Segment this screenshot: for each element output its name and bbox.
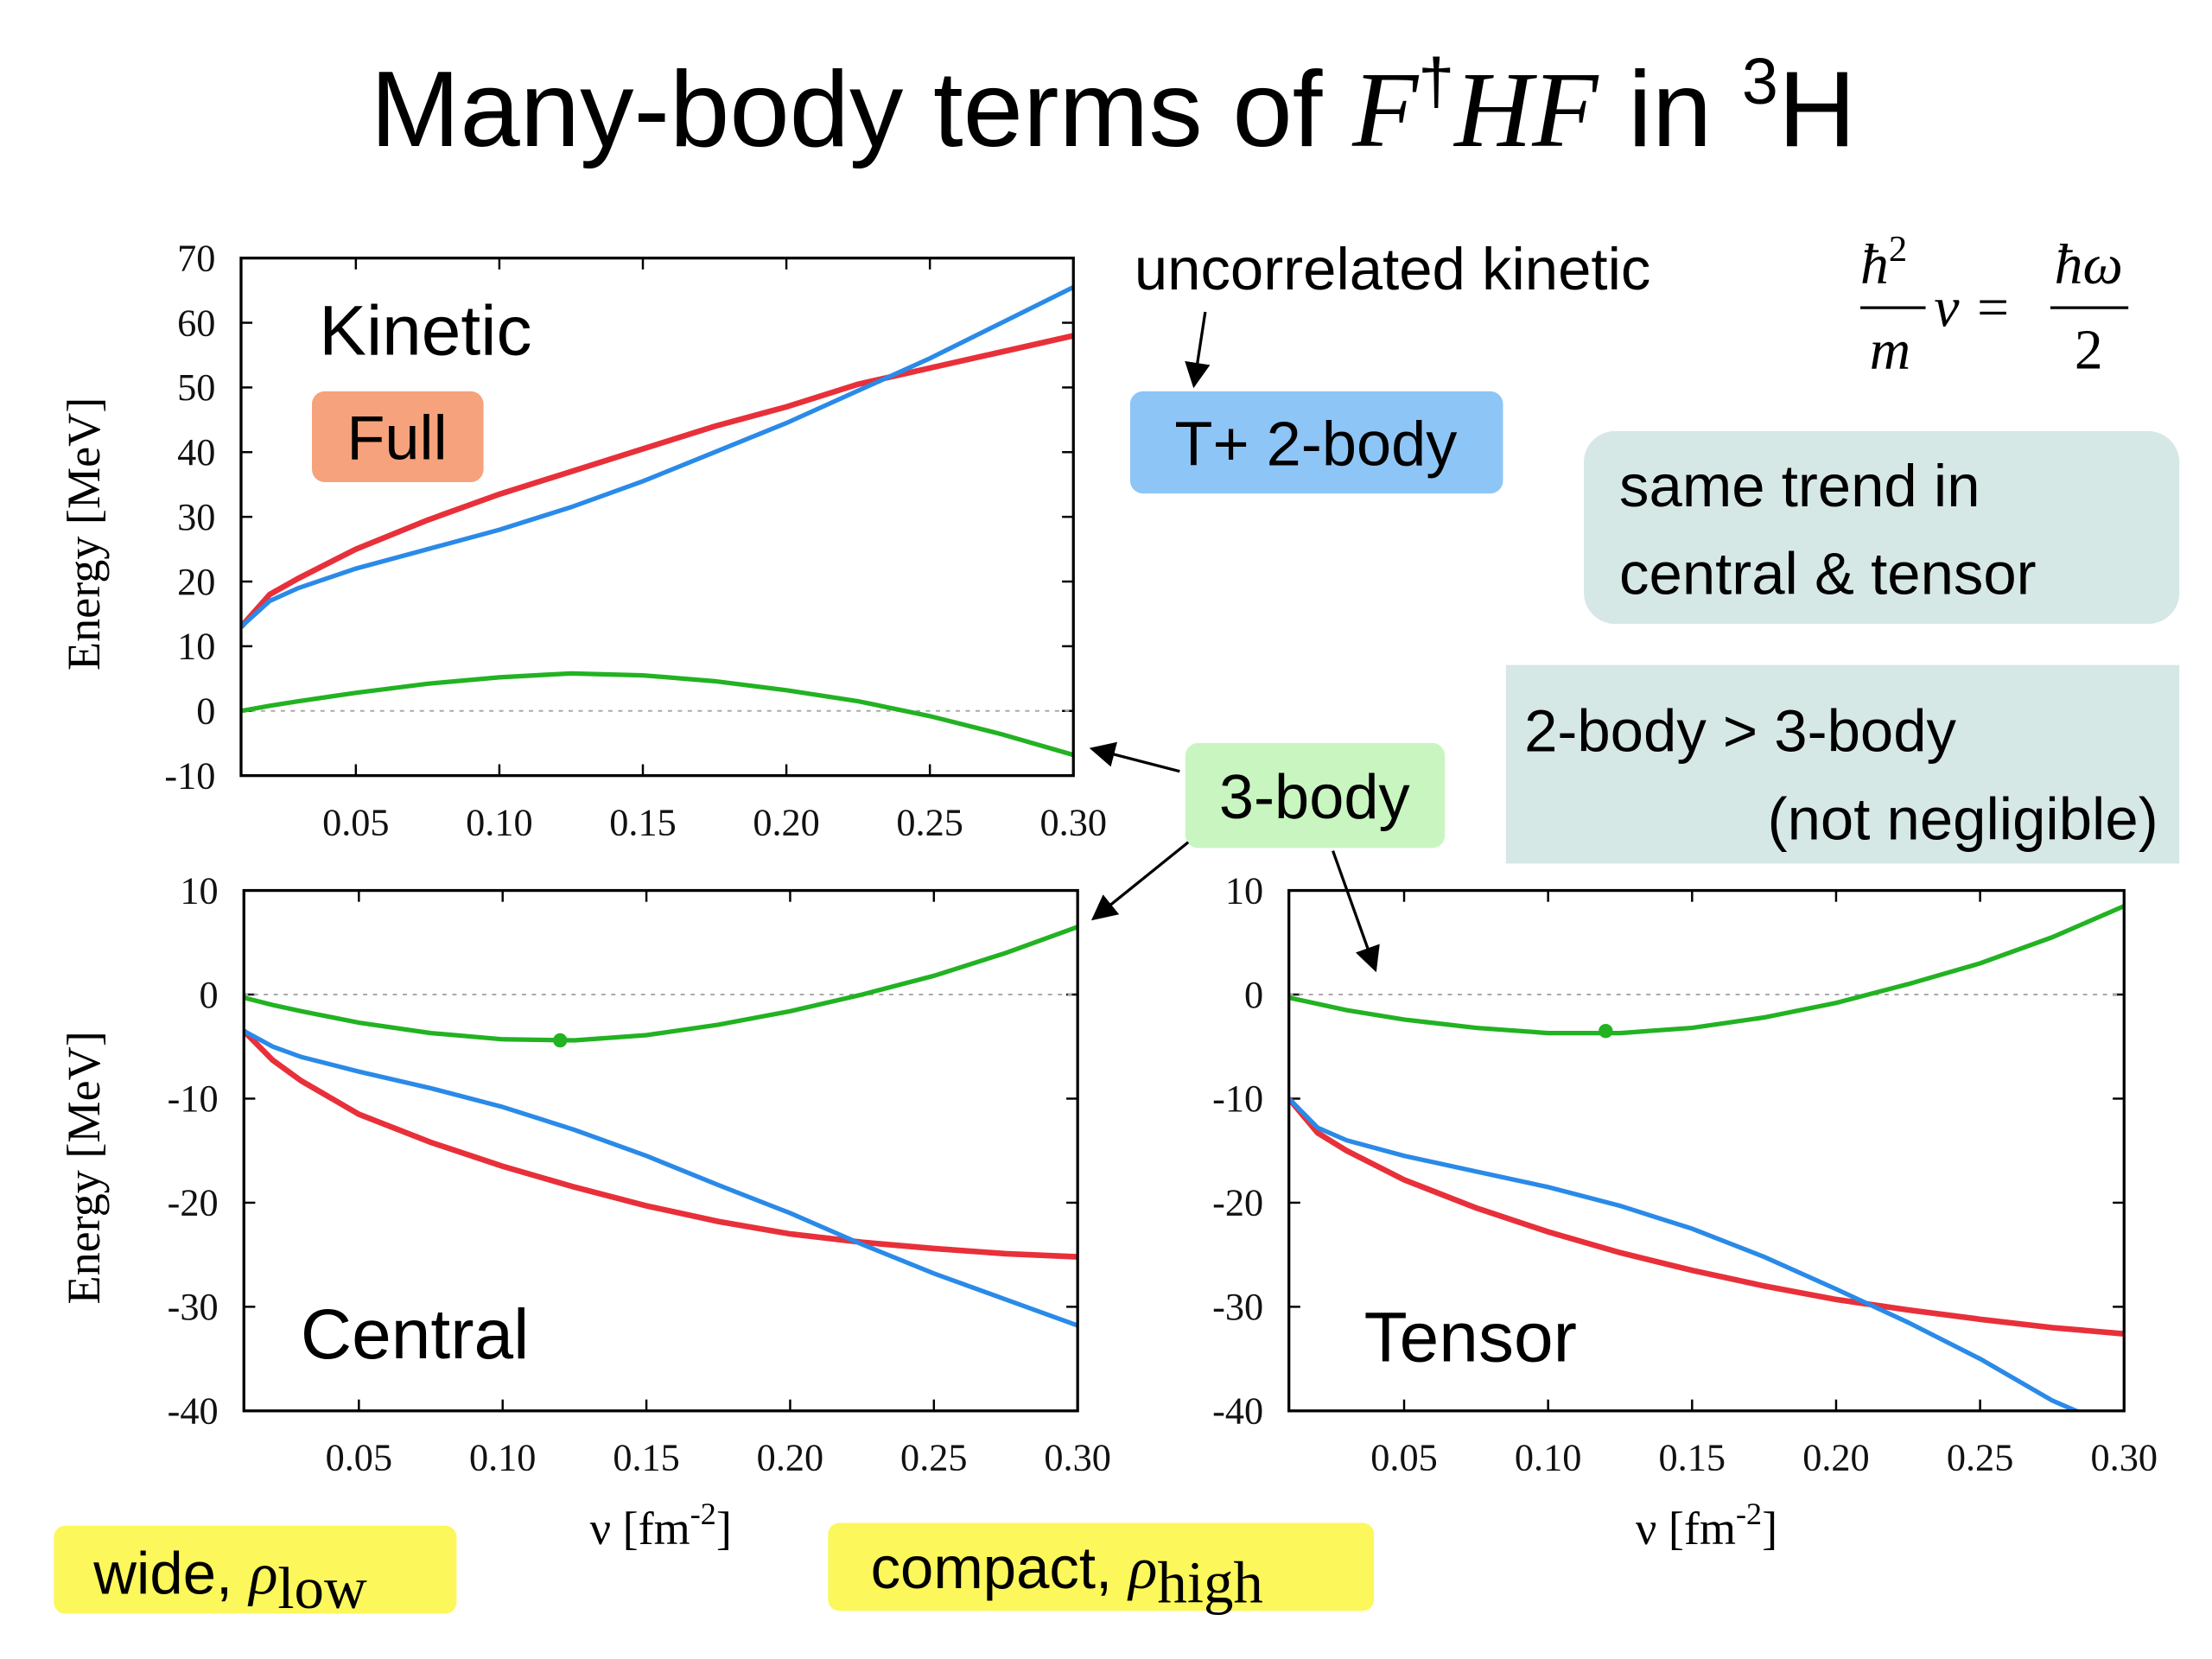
slide-title: Many-body terms of F†HF in 3H [371, 45, 1856, 169]
y-tick-label: 0 [196, 690, 215, 733]
panel-label: Central [301, 1295, 530, 1374]
three-body-box [1185, 742, 1446, 849]
arrow [1090, 841, 1190, 921]
panel-label: Tensor [1364, 1298, 1577, 1376]
plot: -40 -30 -20 -10 0 10 0.05 0.10 0.15 0.20 0.25 0.30 T… [1212, 869, 2158, 1554]
y-tick-label: -30 [168, 1286, 219, 1328]
x-tick-label: 0.20 [1802, 1437, 1870, 1479]
wide-label: wide, ρlow [92, 1541, 367, 1621]
x-tick-label: 0.05 [326, 1437, 393, 1479]
formula-text: 2 [2075, 320, 2103, 382]
y-tick-label: 60 [177, 302, 215, 344]
plot-frame [239, 257, 1075, 778]
x-tick-label: 0.10 [1515, 1437, 1582, 1479]
series-line [240, 671, 1074, 758]
y-tick-label: 30 [177, 496, 215, 538]
y-tick-label: 10 [1225, 869, 1263, 912]
series-line [1288, 1096, 2082, 1411]
formula: ħ2 m ν = ħω 2 [1860, 229, 2129, 382]
x-tick-label: 0.20 [757, 1437, 824, 1479]
x-tick-label: 0.25 [896, 802, 963, 844]
x-tick-label: 0.15 [613, 1437, 680, 1479]
min-point [1599, 1023, 1613, 1039]
arrow [1332, 850, 1380, 973]
note-text: 2-body > 3-body [1524, 698, 1956, 765]
series-line [244, 1028, 1078, 1260]
arrow [1089, 741, 1180, 773]
note-text: central & tensor [1619, 541, 2037, 607]
y-tick-label: 0 [200, 974, 219, 1016]
y-tick-label: 70 [177, 237, 215, 279]
x-tick-label: 0.30 [1039, 802, 1107, 844]
x-tick-label: 0.05 [1370, 1437, 1438, 1479]
formula-text: ħω [2055, 234, 2123, 296]
x-tick-label: 0.05 [322, 802, 390, 844]
series-line [240, 333, 1074, 629]
plot-frame [1287, 888, 2126, 1413]
y-tick-label: 50 [177, 366, 215, 409]
series-line [240, 285, 1074, 629]
plot-frame [242, 888, 1079, 1413]
y-tick-label: -10 [168, 1077, 219, 1120]
panel-label: Kinetic [319, 291, 531, 370]
y-tick-label: 10 [177, 626, 215, 668]
x-axis-label-part: ν [fm [1636, 1503, 1736, 1554]
series-line [1288, 1096, 2125, 1337]
series-line [244, 1028, 1078, 1328]
y-tick-label: -20 [1212, 1182, 1263, 1224]
y-tick-label: 40 [177, 431, 215, 474]
x-tick-label: 0.25 [1947, 1437, 2014, 1479]
x-tick-label: 0.10 [469, 1437, 537, 1479]
x-tick-label: 0.20 [753, 802, 820, 844]
x-axis-label-part: -2 [1736, 1497, 1762, 1531]
y-tick-label: 0 [1244, 974, 1263, 1016]
min-point [553, 1033, 568, 1048]
x-tick-label: 0.30 [1044, 1437, 1111, 1479]
y-axis-label: Energy [MeV] [58, 397, 110, 671]
wide-box [54, 1525, 457, 1614]
y-tick-label: -10 [1212, 1077, 1263, 1120]
compact-label: compact, ρhigh [871, 1535, 1263, 1615]
formula-text: m [1870, 320, 1910, 382]
plot: -10 0 10 20 30 40 50 60 70 0.05 0.10 0.15 0.20 0.25 0.… [58, 237, 1107, 843]
x-axis-label-part: -2 [690, 1497, 716, 1531]
formula-text: ħ2 [1860, 229, 1907, 296]
two-body-box [1129, 391, 1503, 494]
formula-text: ν = [1934, 276, 2012, 339]
full-box [312, 391, 484, 482]
x-tick-label: 0.15 [609, 802, 677, 844]
arrow [1185, 311, 1211, 389]
y-axis-label: Energy [MeV] [58, 1031, 110, 1304]
x-tick-label: 0.30 [2090, 1437, 2158, 1479]
series-line [244, 925, 1078, 1043]
uncorrelated-note: uncorrelated kinetic [1135, 236, 1651, 302]
compact-box [828, 1522, 1375, 1611]
x-axis-label-part: ν [fm [590, 1503, 690, 1554]
note-text: (not negligible) [1768, 785, 2158, 852]
series-line [1288, 904, 2125, 1036]
y-tick-label: -40 [168, 1390, 219, 1433]
note-box [1584, 430, 2180, 625]
x-tick-label: 0.10 [466, 802, 533, 844]
y-tick-label: -30 [1212, 1286, 1263, 1328]
two-body-label: T+ 2-body [1174, 410, 1457, 479]
y-tick-label: -10 [164, 754, 215, 797]
x-tick-label: 0.25 [900, 1437, 968, 1479]
x-axis-label: ν [fm-2] [590, 1497, 732, 1554]
y-tick-label: -40 [1212, 1390, 1263, 1433]
x-tick-label: 0.15 [1659, 1437, 1726, 1479]
x-axis-label: ν [fm-2] [1636, 1497, 1777, 1554]
y-tick-label: -20 [168, 1182, 219, 1224]
note-box [1505, 664, 2180, 864]
note-text: same trend in [1619, 453, 1980, 519]
plot: -40 -30 -20 -10 0 10 0.05 0.10 0.15 0.20 0.25 0.30 C… [58, 869, 1111, 1554]
x-axis-label-part: ] [716, 1503, 732, 1554]
x-axis-label-part: ] [1762, 1503, 1777, 1554]
y-tick-label: 20 [177, 561, 215, 603]
y-tick-label: 10 [180, 869, 218, 912]
three-body-label: 3-body [1219, 763, 1410, 832]
full-label: Full [346, 404, 447, 474]
